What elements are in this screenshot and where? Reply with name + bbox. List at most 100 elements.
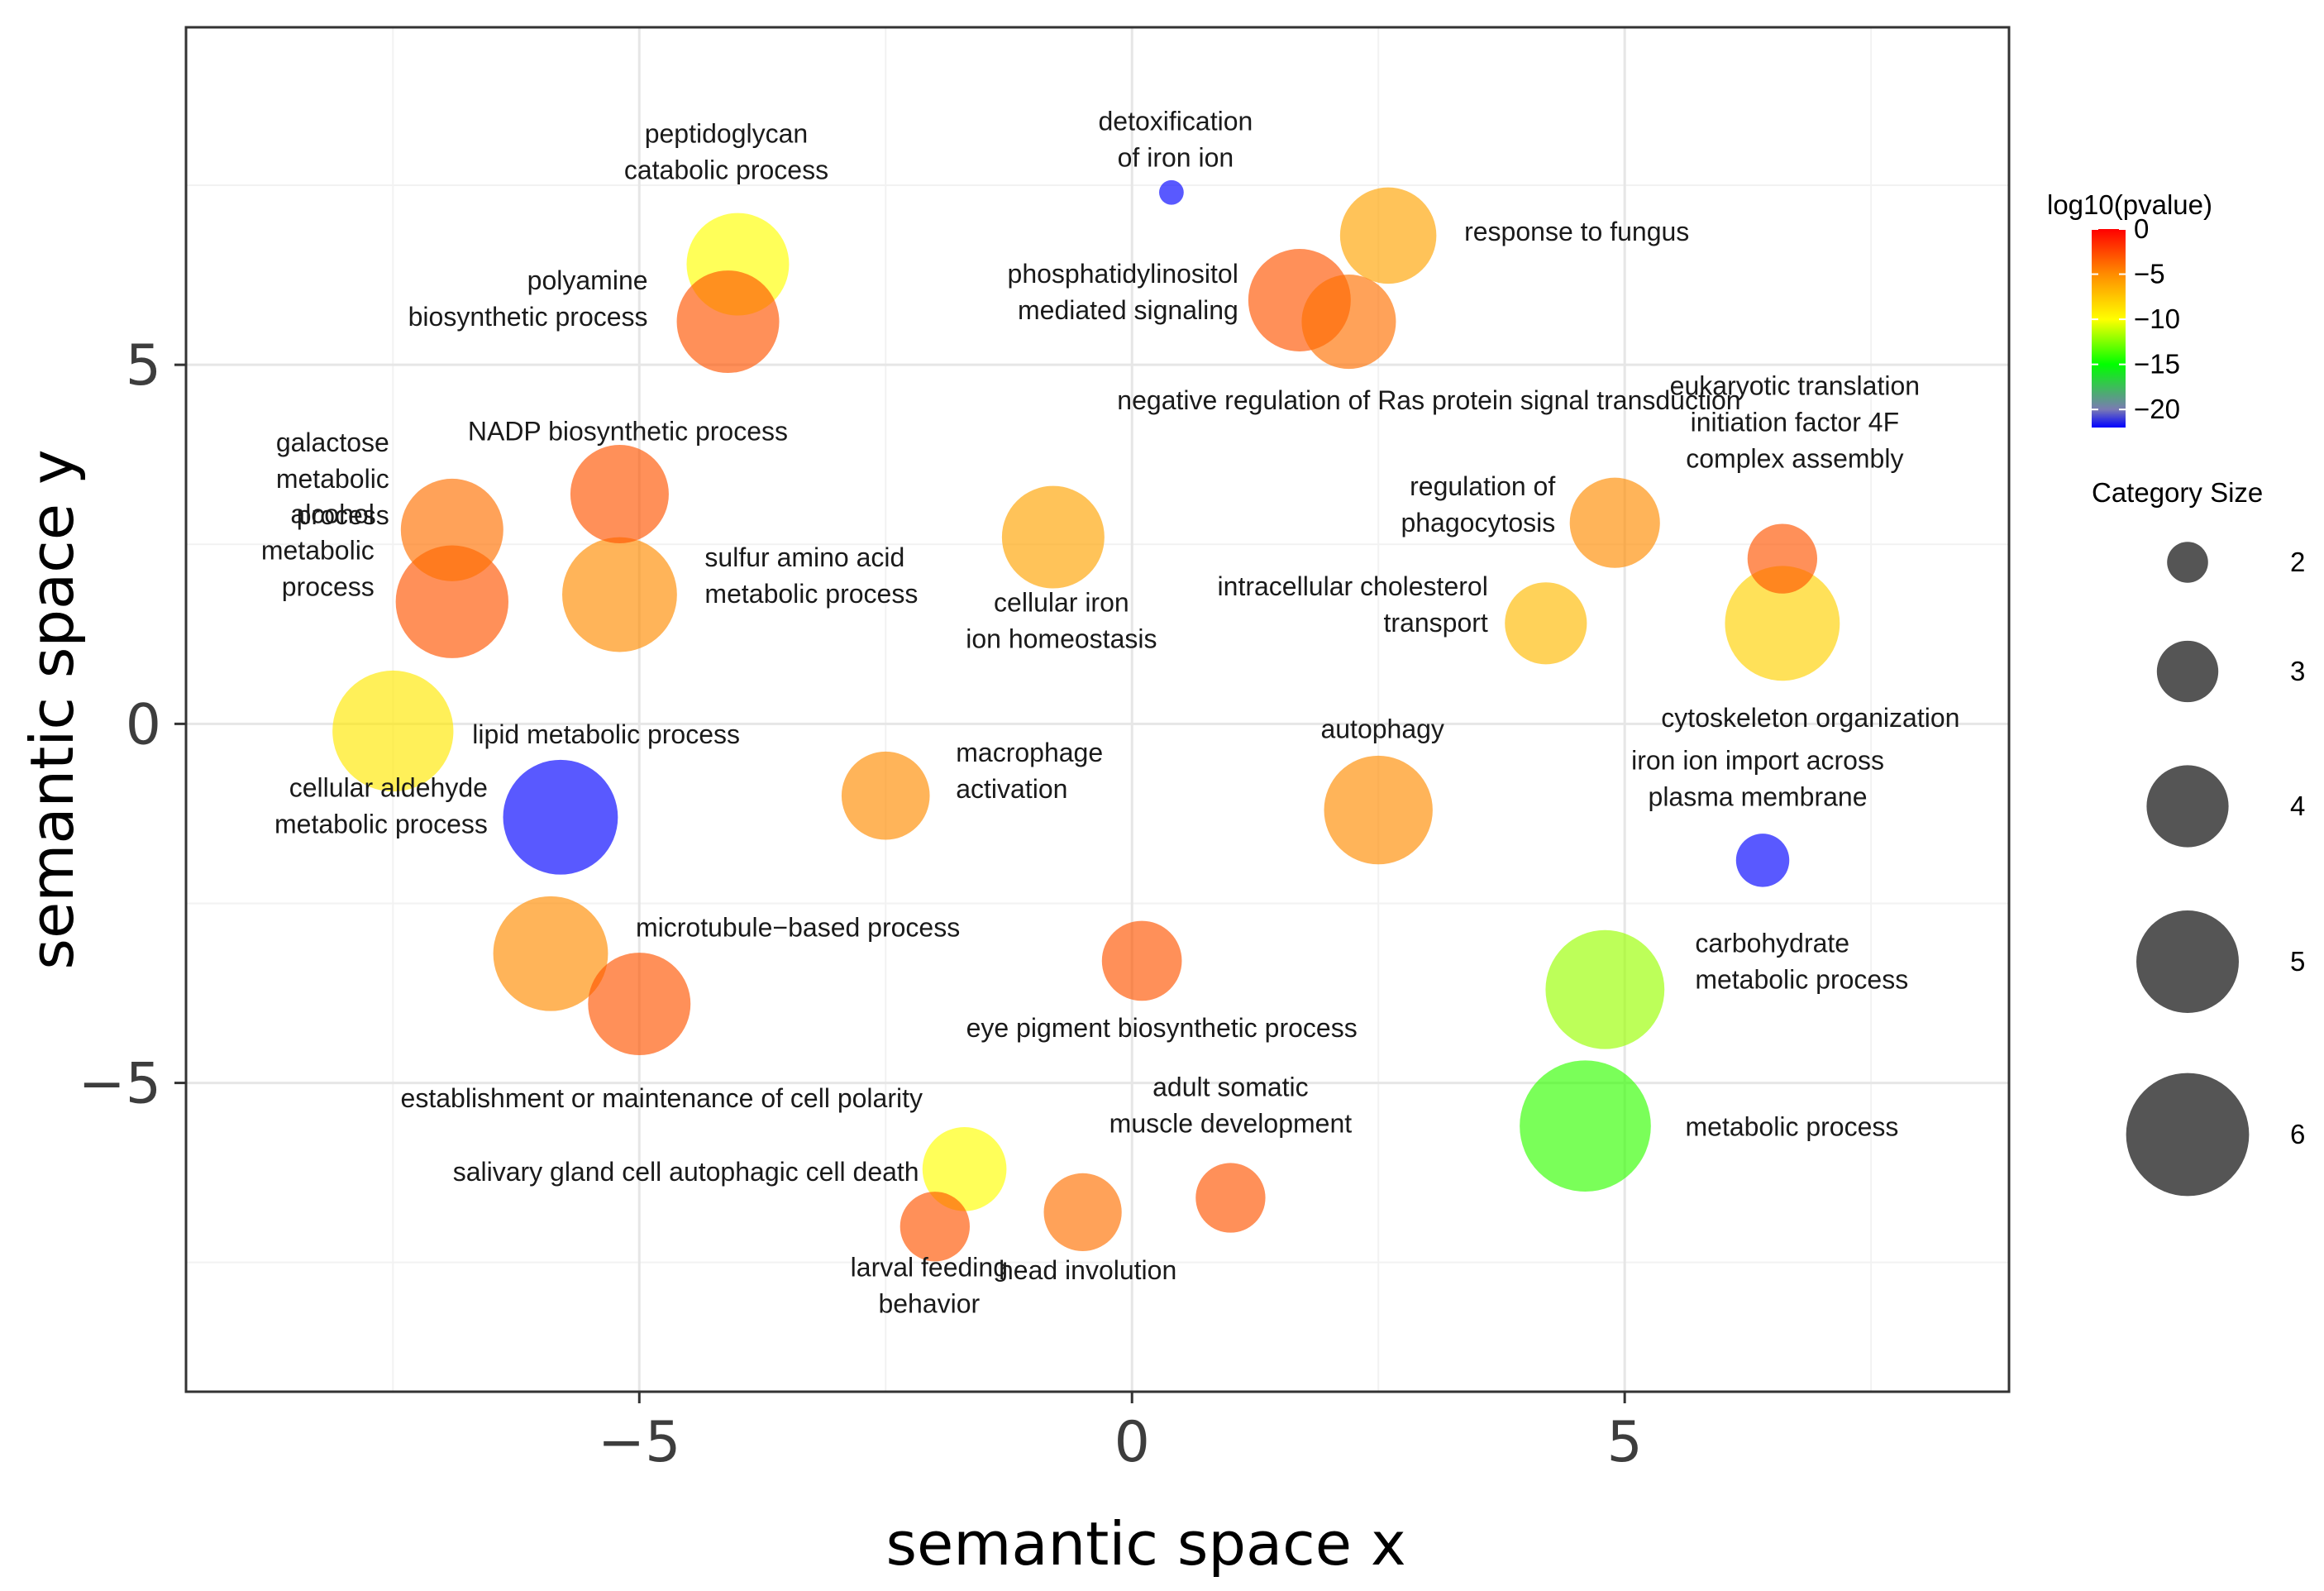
point-label-line: metabolic process <box>1685 1112 1898 1142</box>
point-label-line: biosynthetic process <box>408 302 648 332</box>
point-label: phosphatidylinositol mediated signaling <box>1008 259 1238 325</box>
color-legend-bar <box>2092 229 2126 428</box>
bubble-point <box>1324 755 1433 865</box>
plot-panel-background <box>186 27 2009 1392</box>
bubble-point <box>1569 477 1660 568</box>
bubble-point <box>841 751 930 840</box>
point-label-line: head involution <box>999 1255 1176 1285</box>
point-label-line: iron ion import across <box>1631 745 1884 775</box>
point-label: galactose metabolic process <box>276 428 389 530</box>
point-label-line: response to fungus <box>1464 217 1689 246</box>
point-label: macrophage activation <box>956 738 1103 804</box>
x-tick-label: −5 <box>598 1410 680 1475</box>
point-label: detoxification of iron ion <box>1099 107 1253 173</box>
point-label-line: plasma membrane <box>1649 781 1868 811</box>
point-label: establishment or maintenance of cell pol… <box>401 1083 923 1113</box>
bubble-point <box>588 953 691 1056</box>
point-label-line: metabolic process <box>1695 965 1908 995</box>
bubble-point <box>503 759 618 875</box>
point-label-line: behavior <box>878 1288 980 1318</box>
point-label-line: eye pigment biosynthetic process <box>966 1013 1358 1043</box>
bubble-point <box>1001 485 1105 589</box>
size-legend-label: 2 <box>2290 547 2305 577</box>
point-label-line: peptidoglycan <box>645 119 808 149</box>
bubble-point <box>1159 179 1184 205</box>
y-tick-label: −5 <box>79 1052 161 1117</box>
point-label-line: lipid metabolic process <box>472 719 740 749</box>
point-label-line: muscle development <box>1110 1109 1353 1139</box>
size-legend-circle <box>2156 640 2219 703</box>
color-legend-tick-label: −5 <box>2134 259 2165 289</box>
point-label-line: process <box>282 572 375 602</box>
bubble-point <box>1545 929 1665 1049</box>
color-legend-tick-label: −20 <box>2134 394 2180 424</box>
point-label-line: eukaryotic translation <box>1670 371 1920 401</box>
point-label-line: microtubule−based process <box>636 912 960 942</box>
point-label: lipid metabolic process <box>472 719 740 749</box>
bubble-point <box>1301 275 1396 370</box>
size-legend-circle <box>2126 1073 2250 1197</box>
point-label: intracellular cholesterol transport <box>1218 571 1488 638</box>
point-label-line: cellular aldehyde <box>289 772 488 802</box>
points <box>332 179 1840 1262</box>
point-label: eukaryotic translation initiation factor … <box>1670 371 1920 474</box>
size-legend-title: Category Size <box>2092 477 2263 508</box>
point-label-line: activation <box>956 774 1067 804</box>
color-legend-tick-label: −15 <box>2134 349 2180 380</box>
point-label-line: initiation factor 4F <box>1691 408 1900 437</box>
bubble-point <box>1101 920 1182 1001</box>
size-legend-label: 3 <box>2290 656 2305 686</box>
point-label: carbohydrate metabolic process <box>1695 929 1908 995</box>
point-label-line: complex assembly <box>1686 444 1903 474</box>
y-tick-label: 0 <box>126 692 161 757</box>
point-label-line: macrophage <box>956 738 1103 767</box>
point-label: regulation of phagocytosis <box>1401 471 1555 538</box>
point-label-line: process <box>297 500 389 530</box>
bubble-point <box>1505 582 1587 665</box>
bubble-point <box>1725 566 1840 681</box>
point-label-line: ion homeostasis <box>966 624 1157 654</box>
point-label-line: cellular iron <box>994 588 1129 618</box>
point-label-line: cytoskeleton organization <box>1661 703 1959 733</box>
x-tick-label: 5 <box>1607 1410 1643 1475</box>
size-legend-label: 6 <box>2290 1119 2305 1149</box>
point-label-line: catabolic process <box>624 155 828 185</box>
point-label-line: metabolic <box>261 536 375 566</box>
bubble-point <box>332 670 454 792</box>
point-label: negative regulation of Ras protein signa… <box>1117 385 1740 415</box>
bubble-point <box>562 537 677 652</box>
point-label: head involution <box>999 1255 1176 1285</box>
point-label: NADP biosynthetic process <box>468 416 788 446</box>
bubble-point <box>493 896 608 1011</box>
point-label-line: metabolic process <box>704 579 918 609</box>
point-label-line: metabolic process <box>274 809 488 838</box>
bubble-point <box>1339 187 1437 284</box>
point-label: larval feeding behavior <box>851 1252 1008 1318</box>
point-label: eye pigment biosynthetic process <box>966 1013 1358 1043</box>
point-label-line: alcohol <box>290 499 374 529</box>
point-label: sulfur amino acid metabolic process <box>704 542 918 609</box>
point-label-line: larval feeding <box>851 1252 1008 1282</box>
point-label-line: polyamine <box>527 265 648 295</box>
point-label-line: metabolic <box>276 464 389 494</box>
point-label-line: phosphatidylinositol <box>1008 259 1238 289</box>
point-labels: peptidoglycan catabolic process polyamine b… <box>261 107 1960 1319</box>
size-legend-label: 4 <box>2290 791 2305 821</box>
point-label-line: salivary gland cell autophagic cell deat… <box>453 1157 919 1187</box>
point-label-line: carbohydrate <box>1695 929 1849 958</box>
bubble-point <box>900 1192 970 1262</box>
bubble-point <box>400 478 503 581</box>
point-label: peptidoglycan catabolic process <box>624 119 828 185</box>
bubble-point <box>1735 834 1790 887</box>
point-label: metabolic process <box>1685 1112 1898 1142</box>
point-label-line: autophagy <box>1320 714 1444 744</box>
bubble-point <box>1747 523 1818 594</box>
point-label-line: transport <box>1384 608 1488 638</box>
point-label-line: of iron ion <box>1118 143 1234 173</box>
point-label: polyamine biosynthetic process <box>408 265 648 332</box>
point-label: iron ion import across plasma membrane <box>1631 745 1884 811</box>
bubble-point <box>395 545 508 658</box>
x-axis-title: semantic space x <box>885 1509 1405 1579</box>
plot-panel-border <box>184 26 2011 1393</box>
